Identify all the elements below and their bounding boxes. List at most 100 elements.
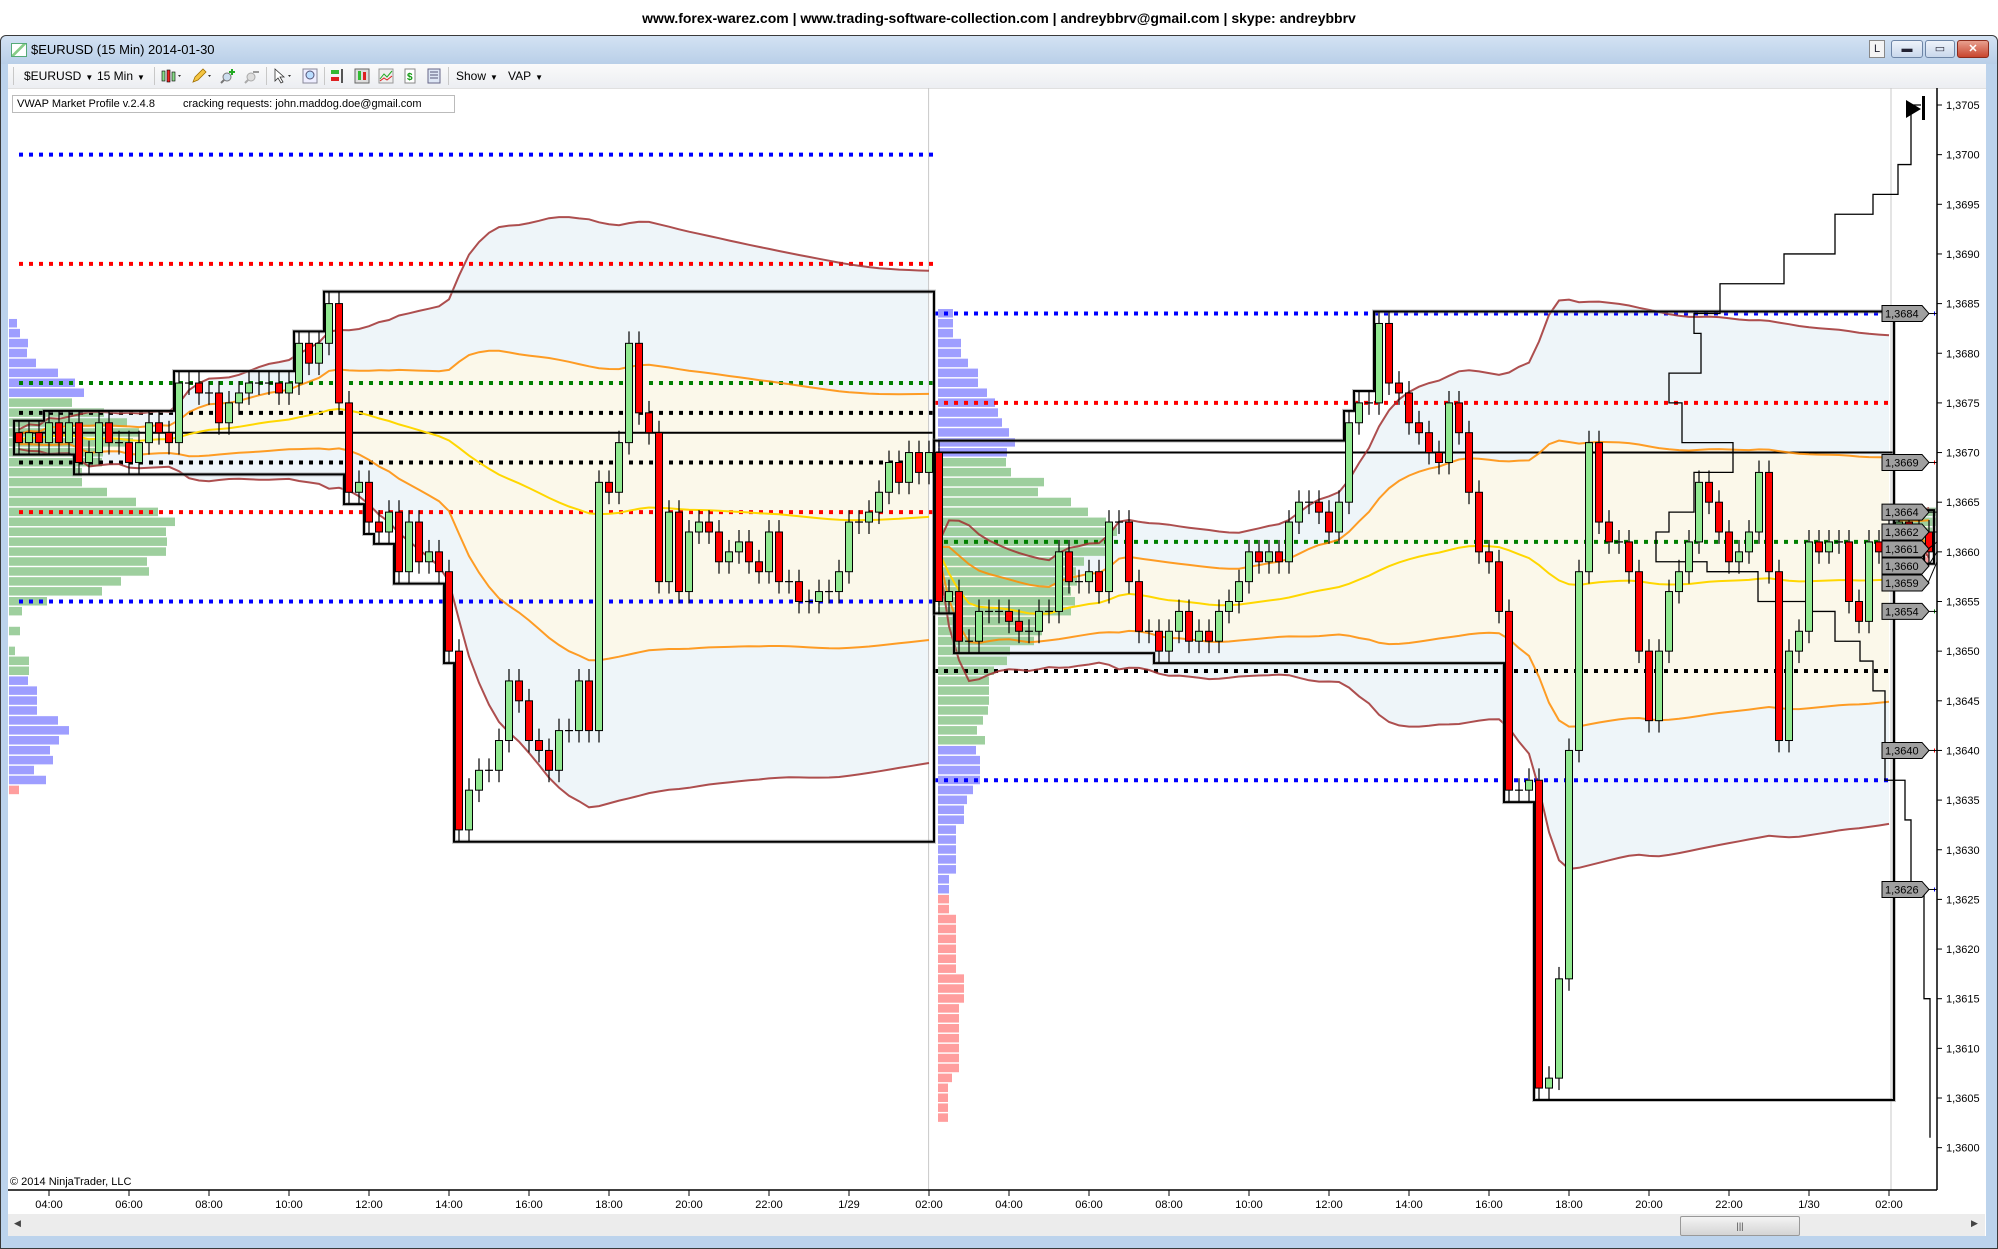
profile-row (938, 428, 1009, 437)
time-tick-label: 12:00 (1315, 1199, 1343, 1211)
chevron-down-icon: ▼ (137, 73, 145, 82)
candle-up (695, 521, 703, 533)
candle-up (735, 541, 743, 553)
strategies-icon[interactable]: $ (402, 68, 418, 84)
profile-row (938, 805, 964, 815)
candle-down (1415, 422, 1423, 434)
profile-row (938, 894, 949, 904)
toolbar-grip (13, 67, 14, 85)
candle-down (195, 382, 203, 394)
profile-row (9, 487, 107, 497)
profile-row (938, 696, 989, 705)
vap-menu[interactable]: VAP ▼ (508, 68, 543, 84)
instrument-label: $EURUSD (24, 69, 82, 83)
chart-trader-icon[interactable] (354, 68, 370, 84)
candle-up (1795, 630, 1803, 652)
candle-down (15, 432, 23, 444)
close-button[interactable]: ✕ (1957, 40, 1989, 58)
candle-up (685, 531, 693, 593)
maximize-button[interactable]: ▭ (1925, 40, 1955, 58)
profile-row (938, 358, 968, 368)
link-button[interactable]: L (1869, 40, 1885, 58)
profile-row (9, 477, 82, 487)
zoom-out-icon[interactable] (244, 68, 260, 84)
vap-label: VAP (508, 69, 532, 83)
profile-row (938, 616, 1042, 626)
profile-row (9, 398, 72, 407)
profile-row (9, 318, 17, 328)
profile-row (938, 507, 1088, 517)
chart-style-icon[interactable] (160, 68, 184, 84)
candle-up (1755, 471, 1763, 533)
horizontal-scrollbar[interactable]: ◀ ||| ▶ (8, 1214, 1985, 1236)
candle-down (525, 700, 533, 742)
data-box-icon[interactable] (330, 68, 346, 84)
price-flag-label: 1,3684 (1885, 309, 1919, 321)
scroll-left-icon[interactable]: ◀ (14, 1218, 21, 1228)
scroll-right-icon[interactable]: ▶ (1971, 1218, 1978, 1228)
candle-down (1155, 630, 1163, 652)
candle-down (1465, 432, 1473, 493)
profile-row (938, 686, 989, 695)
price-tick-label: 1,3600 (1946, 1143, 1980, 1155)
candle-down (1005, 610, 1013, 622)
candle-down (305, 342, 313, 364)
profile-row (938, 1023, 959, 1033)
pencil-icon[interactable] (190, 68, 214, 84)
profile-row (938, 1043, 959, 1053)
profile-row (938, 994, 964, 1003)
candle-down (955, 591, 963, 642)
profile-row (938, 626, 1042, 636)
price-tick-label: 1,3605 (1946, 1093, 1980, 1105)
candle-down (605, 481, 613, 493)
properties-icon[interactable] (426, 68, 442, 84)
pointer-icon[interactable] (272, 68, 296, 84)
candle-up (765, 531, 773, 573)
profile-row (938, 785, 973, 795)
profile-row (938, 597, 1075, 606)
zoom-in-icon[interactable] (220, 68, 236, 84)
show-menu[interactable]: Show ▼ (456, 68, 498, 84)
candle-up (1585, 442, 1593, 573)
magnifier-icon[interactable] (302, 68, 318, 84)
toolbar-separator (324, 67, 325, 85)
window-title: $EURUSD (15 Min) 2014-01-30 (31, 42, 215, 57)
candle-down (1095, 571, 1103, 593)
candle-up (1865, 541, 1873, 622)
scrollbar-thumb[interactable]: ||| (1680, 1216, 1800, 1236)
candle-up (625, 342, 633, 444)
title-bar[interactable]: $EURUSD (15 Min) 2014-01-30 L ▬ ▭ ✕ (1, 36, 1997, 64)
price-flag (1881, 574, 1930, 592)
time-tick-label: 02:00 (1875, 1199, 1903, 1211)
candle-down (165, 432, 173, 444)
profile-row (9, 775, 46, 785)
candle-up (1215, 610, 1223, 642)
instrument-dropdown[interactable]: $EURUSD ▼ (24, 68, 93, 84)
time-tick-label: 02:00 (915, 1199, 943, 1211)
candle-up (1685, 541, 1693, 573)
band-1sd-upper (18, 349, 930, 436)
candle-down (105, 422, 113, 444)
price-tick-label: 1,3650 (1946, 646, 1980, 658)
candle-up (85, 452, 93, 463)
profile-row (938, 1014, 959, 1023)
profile-row (938, 646, 1010, 656)
profile-row (938, 1073, 952, 1083)
profile-row (938, 328, 953, 338)
price-tick-label: 1,3635 (1946, 795, 1980, 807)
candle-up (1675, 571, 1683, 593)
price-flag-label: 1,3654 (1885, 606, 1919, 618)
profile-row (938, 745, 976, 755)
interval-dropdown[interactable]: 15 Min ▼ (97, 68, 145, 84)
indicators-icon[interactable] (378, 68, 394, 84)
profile-row (938, 884, 949, 894)
profile-row (938, 606, 1071, 616)
candle-down (375, 521, 383, 533)
profile-row (9, 457, 102, 467)
profile-row (9, 736, 59, 745)
candle-down (1015, 620, 1023, 632)
candle-down (655, 432, 663, 583)
minimize-button[interactable]: ▬ (1891, 40, 1923, 58)
show-label: Show (456, 69, 487, 83)
